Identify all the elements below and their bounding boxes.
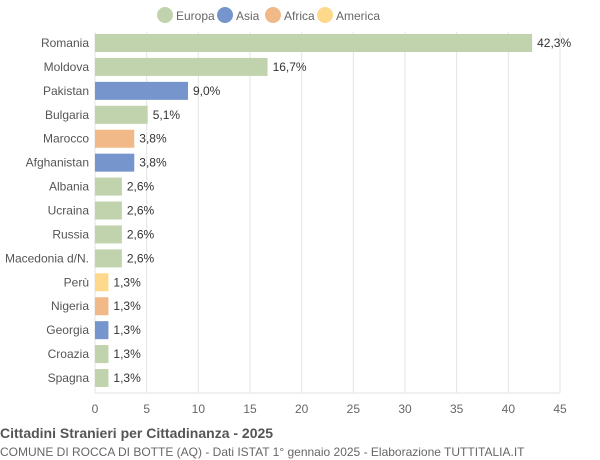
category-label: Marocco	[43, 132, 89, 146]
chart-subtitle: COMUNE DI ROCCA DI BOTTE (AQ) - Dati IST…	[0, 445, 525, 459]
bar	[95, 129, 135, 148]
category-label: Croazia	[48, 347, 90, 361]
chart-title: Cittadini Stranieri per Cittadinanza - 2…	[0, 425, 274, 441]
category-label: Moldova	[44, 60, 90, 74]
data-label: 1,3%	[113, 275, 141, 289]
bar	[95, 57, 268, 76]
legend-swatch	[217, 7, 233, 23]
x-tick-label: 25	[347, 402, 361, 416]
bar	[95, 369, 109, 388]
x-tick-label: 5	[143, 402, 150, 416]
legend-label: Europa	[176, 9, 215, 23]
bar-chart: 0 5 10 15 20 25 30 35 40 45 Romania 42,3% Moldova 16,…	[5, 7, 571, 416]
category-label: Spagna	[48, 371, 90, 385]
legend-swatch	[157, 7, 173, 23]
category-label: Macedonia d/N.	[5, 251, 89, 265]
legend-label: Asia	[236, 9, 260, 23]
data-label: 3,8%	[139, 156, 167, 170]
data-label: 2,6%	[127, 251, 155, 265]
category-label: Nigeria	[51, 299, 89, 313]
bar	[95, 249, 122, 268]
x-tick-label: 30	[398, 402, 412, 416]
bar	[95, 201, 122, 220]
category-label: Romania	[41, 36, 89, 50]
bar	[95, 321, 109, 340]
data-label: 16,7%	[273, 60, 307, 74]
data-label: 3,8%	[139, 132, 167, 146]
bar	[95, 105, 148, 124]
category-label: Georgia	[46, 323, 89, 337]
bar	[95, 345, 109, 364]
data-label: 5,1%	[153, 108, 181, 122]
data-label: 1,3%	[113, 299, 141, 313]
bar	[95, 297, 109, 316]
bar	[95, 273, 109, 292]
x-tick-label: 35	[450, 402, 464, 416]
data-label: 1,3%	[113, 323, 141, 337]
category-label: Perù	[64, 275, 89, 289]
x-tick-label: 0	[92, 402, 99, 416]
bar	[95, 34, 533, 52]
data-label: 1,3%	[113, 347, 141, 361]
data-label: 9,0%	[193, 84, 221, 98]
data-label: 2,6%	[127, 204, 155, 218]
category-label: Albania	[49, 180, 89, 194]
data-label: 42,3%	[537, 36, 571, 50]
category-label: Bulgaria	[45, 108, 89, 122]
x-tick-label: 40	[502, 402, 516, 416]
bar	[95, 177, 122, 196]
category-label: Ucraina	[48, 204, 90, 218]
bar	[95, 81, 188, 100]
bar	[95, 225, 122, 244]
x-tick-label: 45	[553, 402, 567, 416]
bar	[95, 153, 135, 172]
legend-label: America	[336, 9, 380, 23]
category-label: Pakistan	[43, 84, 89, 98]
category-label: Afghanistan	[26, 156, 89, 170]
x-tick-label: 20	[295, 402, 309, 416]
data-label: 2,6%	[127, 227, 155, 241]
x-tick-label: 10	[192, 402, 206, 416]
category-label: Russia	[52, 227, 89, 241]
legend-swatch	[265, 7, 281, 23]
x-tick-label: 15	[243, 402, 257, 416]
data-label: 2,6%	[127, 180, 155, 194]
legend-swatch	[317, 7, 333, 23]
legend-label: Africa	[284, 9, 315, 23]
data-label: 1,3%	[113, 371, 141, 385]
